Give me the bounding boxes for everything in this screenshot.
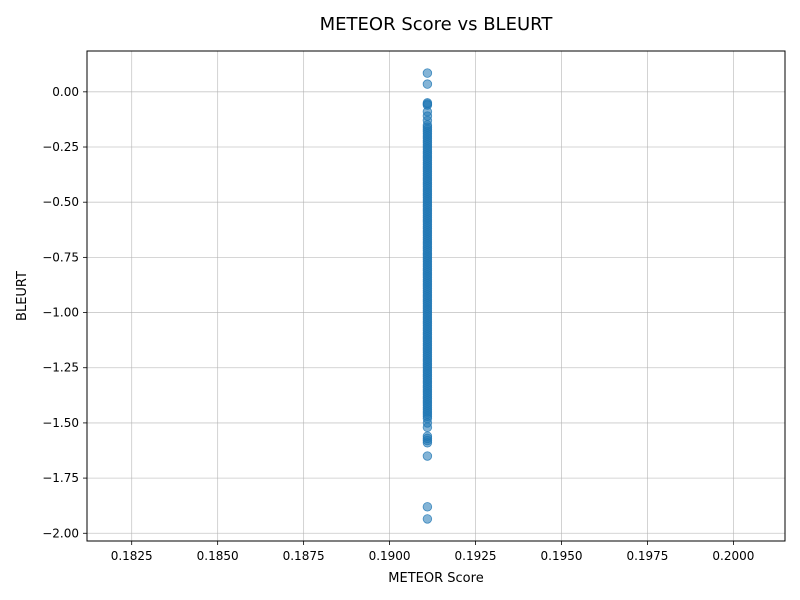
scatter-point [422, 68, 433, 78]
plot-area-frame [86, 50, 786, 542]
y-tick-label: −2.00 [42, 526, 79, 540]
scatter-point [422, 514, 433, 524]
scatter-point [422, 438, 433, 448]
data-points [422, 68, 433, 524]
y-tick-label: −1.00 [42, 306, 79, 320]
y-tick-label: −0.25 [42, 140, 79, 154]
x-tick-label: 0.1850 [197, 549, 239, 563]
x-tick-label: 0.1900 [369, 549, 411, 563]
y-tick-label: −0.75 [42, 250, 79, 264]
y-tick-label: 0.00 [52, 85, 79, 99]
chart-title: METEOR Score vs BLEURT [320, 14, 554, 35]
x-tick-label: 0.1950 [541, 549, 583, 563]
scatter-point [422, 502, 433, 512]
scatter-point [422, 422, 433, 433]
x-axis-ticks: 0.1825 0.1850 0.1875 0.1900 0.1925 0.1950 0.19… [111, 541, 754, 563]
scatter-point [422, 451, 433, 461]
y-tick-label: −1.75 [42, 471, 79, 485]
scatter-point [422, 79, 433, 89]
x-tick-label: 0.2000 [712, 549, 754, 563]
y-tick-label: −0.50 [42, 195, 79, 209]
y-axis-ticks: 0.00 −0.25 −0.50 −0.75 −1.00 −1.25 −1.50 −1.75 −… [42, 85, 87, 540]
x-tick-label: 0.1975 [626, 549, 668, 563]
x-tick-label: 0.1875 [283, 549, 325, 563]
x-axis-label: METEOR Score [388, 571, 483, 586]
y-tick-label: −1.25 [42, 361, 79, 375]
y-axis-label: BLEURT [15, 271, 30, 321]
x-tick-label: 0.1925 [455, 549, 497, 563]
grid-lines [87, 51, 785, 541]
y-tick-label: −1.50 [42, 416, 79, 430]
x-tick-label: 0.1825 [111, 549, 153, 563]
